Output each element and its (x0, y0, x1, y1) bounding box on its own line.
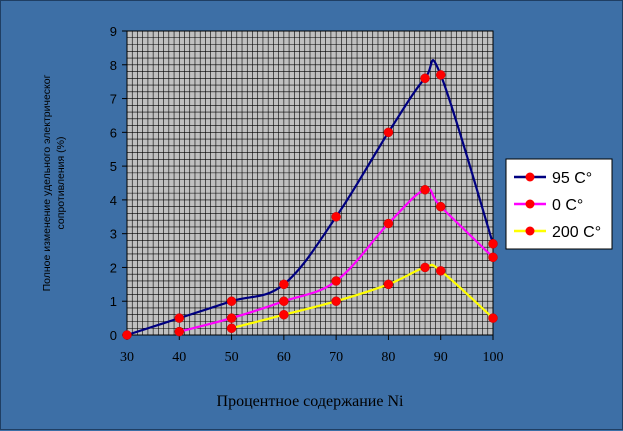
data-point (435, 201, 446, 212)
legend-label: 200 C° (552, 224, 601, 241)
series-group (122, 59, 498, 340)
data-point (122, 330, 132, 340)
legend: 95 C° 0 C° 200 C° (505, 158, 613, 250)
y-axis-ticks: 0 1 2 3 4 5 6 7 8 9 (110, 24, 127, 343)
data-point (174, 313, 185, 323)
x-tick-label: 90 (434, 350, 448, 365)
data-point (488, 252, 498, 263)
x-tick-label: 50 (225, 350, 239, 365)
data-point (383, 279, 394, 290)
legend-label: 0 C° (552, 197, 583, 214)
legend-item: 95 C° (514, 170, 592, 187)
plot-border (126, 30, 494, 336)
y-tick-label: 9 (110, 24, 117, 39)
data-point (226, 296, 237, 306)
y-tick-label: 3 (110, 227, 117, 242)
data-point (420, 262, 430, 273)
data-point (435, 70, 446, 80)
y-tick-label: 2 (110, 260, 117, 275)
data-point (279, 296, 289, 306)
x-tick-label: 70 (329, 350, 343, 365)
y-axis-label: Полное изменение удельного электрическог… (41, 74, 67, 291)
data-point (331, 296, 341, 306)
legend-swatch-marker (525, 172, 535, 182)
y-tick-label: 4 (110, 193, 117, 208)
x-tick-label: 40 (172, 350, 186, 365)
data-point (226, 323, 237, 333)
x-axis-ticks: 30 40 50 60 70 80 90 100 (120, 335, 504, 365)
legend-swatch-marker (525, 199, 535, 209)
x-tick-label: 30 (120, 350, 134, 365)
y-tick-label: 5 (110, 159, 117, 174)
y-axis-label-line-1: Полное изменение удельного электрическог (41, 74, 53, 291)
y-tick-label: 7 (110, 92, 117, 107)
legend-swatch-marker (525, 226, 535, 236)
data-point (383, 218, 394, 229)
y-tick-label: 0 (110, 328, 117, 343)
data-point (331, 276, 341, 286)
data-point (435, 266, 446, 276)
data-point (488, 313, 498, 323)
series-3 (226, 262, 498, 333)
data-point (420, 73, 430, 84)
x-tick-label: 60 (277, 350, 291, 365)
x-axis-label: Процентное содержание Ni (217, 393, 404, 410)
data-point (331, 212, 341, 222)
data-point (383, 127, 394, 138)
data-point (174, 326, 185, 337)
data-point (279, 309, 289, 320)
legend-item: 0 C° (514, 197, 583, 214)
legend-item: 200 C° (514, 224, 601, 241)
y-tick-label: 8 (110, 58, 117, 73)
legend-label: 95 C° (552, 170, 592, 187)
y-tick-label: 1 (110, 294, 117, 309)
data-point (279, 279, 289, 290)
y-tick-label: 6 (110, 125, 117, 140)
y-axis-label-line-2: сопротивления (%) (55, 137, 67, 230)
data-point (420, 185, 430, 195)
series-2 (174, 185, 498, 337)
data-point (488, 239, 498, 249)
x-tick-label: 80 (381, 350, 395, 365)
series-1 (122, 59, 498, 340)
data-point (226, 313, 237, 323)
x-tick-label: 100 (483, 350, 504, 365)
